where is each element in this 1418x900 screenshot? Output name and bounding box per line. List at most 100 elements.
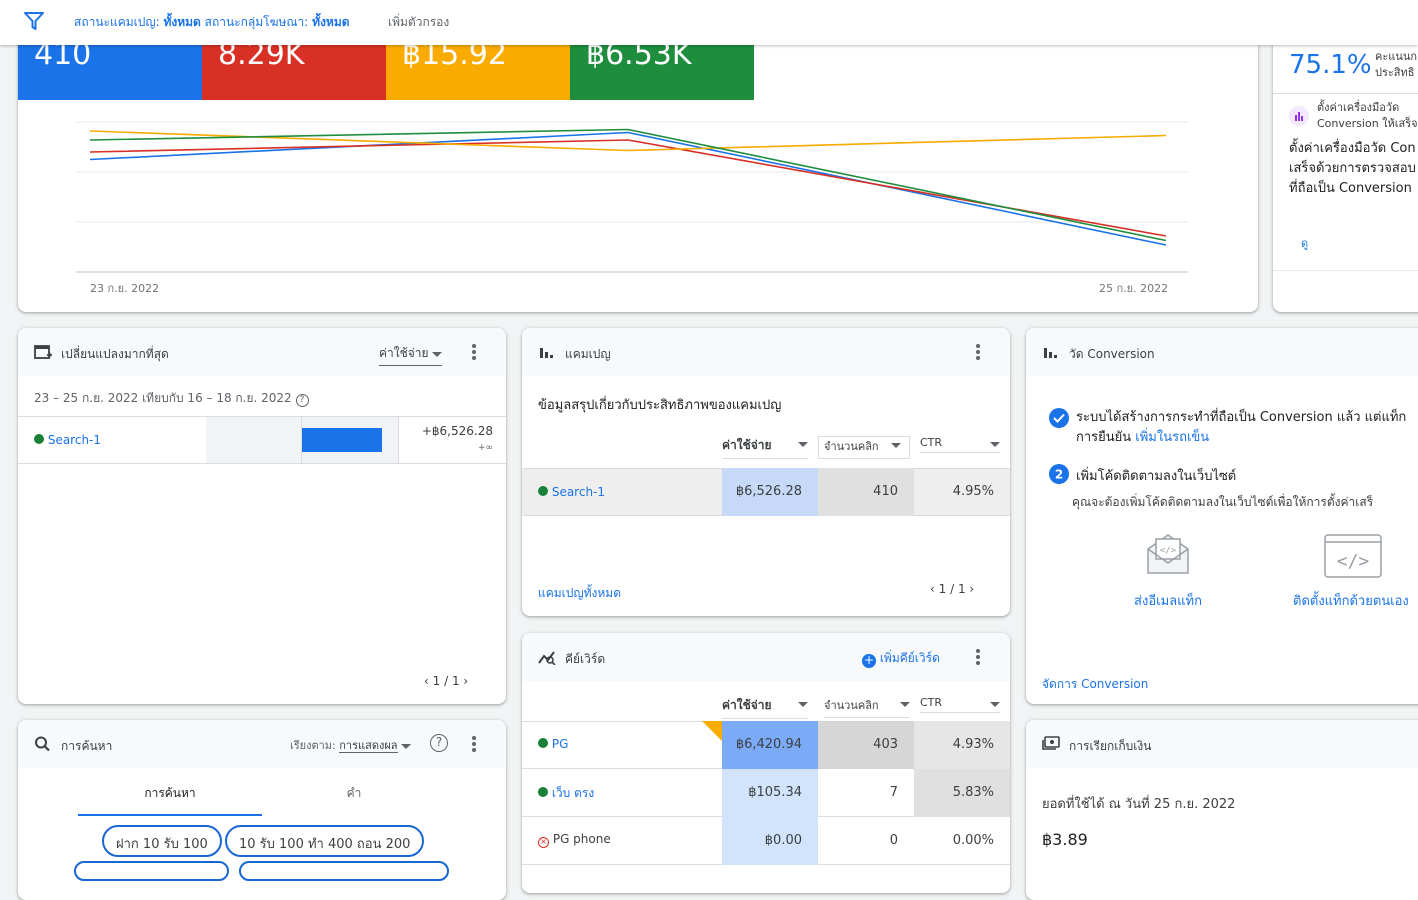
divider (18, 463, 506, 464)
card-title: การเรียกเก็บเงิน (1069, 739, 1152, 753)
prev-page-icon[interactable]: ‹ (424, 674, 429, 688)
divider (1273, 93, 1418, 94)
metric-select[interactable]: ค่าใช้จ่าย (379, 344, 443, 366)
more-options-icon[interactable] (976, 649, 980, 665)
change-row-label[interactable]: Search-1 (34, 433, 101, 447)
series-line-3 (89, 130, 1167, 152)
clicks-cell: 0 (889, 833, 898, 848)
change-bar (302, 428, 382, 452)
campaign-status-value: ทั้งหมด (163, 15, 201, 29)
sort-icon (798, 442, 808, 447)
next-page-icon[interactable]: › (463, 674, 469, 688)
campaigns-card: แคมเปญ ข้อมูลสรุปเกี่ยวกับประสิทธิภาพของ… (522, 328, 1010, 616)
series-line-1 (89, 131, 1167, 246)
cost-cell: ฿6,526.28 (722, 468, 818, 516)
step2-description: คุณจะต้องเพิ่มโค้ดติดตามลงในเว็บไซต์เพื่… (1072, 495, 1374, 509)
status-enabled-icon (34, 434, 44, 444)
column-header-clicks[interactable]: จำนวนคลิก (824, 696, 910, 718)
sort-label: เรียงตาม: (290, 739, 340, 752)
chevron-down-icon (432, 352, 443, 357)
table-row[interactable]: × PG phone ฿0.00 0 0.00% (522, 817, 1010, 865)
more-options-icon[interactable] (472, 344, 476, 360)
status-enabled-icon (538, 486, 548, 496)
campaign-link[interactable]: Search-1 (47, 433, 102, 447)
keyword-link[interactable]: เว็บ ตรง (551, 786, 595, 800)
cost-cell: ฿0.00 (722, 817, 818, 865)
keyword-trend-icon (538, 651, 556, 665)
search-term-chip[interactable]: ฝาก 10 รับ 100 (102, 825, 222, 857)
tab-words[interactable]: คำ (346, 786, 362, 800)
column-label: จำนวนคลิก (824, 699, 879, 712)
card-header: คีย์เวิร์ด + เพิ่มคีย์เวิร์ด (522, 633, 1010, 681)
x-tick-label-start: 23 ก.ย. 2022 (90, 282, 160, 295)
column-header-cost[interactable]: ค่าใช้จ่าย (722, 436, 808, 459)
summary-text: ข้อมูลสรุปเกี่ยวกับประสิทธิภาพของแคมเปญ (538, 398, 782, 413)
email-tag-link[interactable]: ส่งอีเมลแท็ก (1134, 594, 1202, 609)
available-balance-label: ยอดที่ใช้ได้ ณ วันที่ 25 ก.ย. 2022 (1042, 797, 1236, 812)
column-header-cost[interactable]: ค่าใช้จ่าย (722, 696, 808, 719)
biggest-changes-card: เปลี่ยนแปลงมากที่สุด ค่าใช้จ่าย 23 – 25 … (18, 328, 506, 704)
card-header: การค้นหา เรียงตาม: การแสดงผล ? (18, 720, 506, 768)
divider (398, 417, 399, 463)
table-row[interactable]: PG ฿6,420.94 403 4.93% (522, 721, 1010, 769)
card-header: การเรียกเก็บเงิน (1026, 720, 1418, 768)
date-range: 23 – 25 ก.ย. 2022 เทียบกับ 16 – 18 ก.ย. … (34, 389, 309, 408)
recommendation-title: ตั้งค่าเครื่องมือวัด Conversion ให้เสร็จ (1317, 100, 1418, 132)
view-recommendation-link[interactable]: ดู (1301, 237, 1309, 250)
column-header-ctr[interactable]: CTR (920, 436, 1000, 453)
card-title: การค้นหา (61, 739, 113, 753)
body-line: ที่ถือเป็น Conversion (1289, 181, 1412, 196)
keyword-link[interactable]: PG (551, 737, 569, 751)
status-enabled-icon (538, 787, 548, 797)
code-icon[interactable]: </> (1324, 534, 1384, 578)
email-tag-icon[interactable]: </> (1146, 531, 1190, 575)
campaign-link[interactable]: Search-1 (551, 485, 606, 499)
add-filter-button[interactable]: เพิ่มตัวกรอง (388, 15, 450, 29)
filter-icon[interactable] (24, 10, 44, 32)
column-header-clicks[interactable]: จำนวนคลิก (818, 436, 910, 459)
help-icon[interactable]: ? (430, 734, 448, 752)
cost-cell: ฿105.34 (722, 769, 818, 817)
step-number: 2 (1055, 468, 1063, 482)
sort-icon (990, 442, 1000, 447)
ctr-cell: 4.95% (952, 484, 994, 499)
campaign-name-cell: Search-1 (538, 485, 605, 499)
warning-corner-icon (702, 721, 722, 741)
title-line: ตั้งค่าเครื่องมือวัด (1317, 101, 1400, 114)
search-term-chip-partial[interactable] (74, 861, 229, 881)
campaign-status-label: สถานะแคมเปญ: (74, 15, 164, 29)
sort-icon (891, 443, 901, 448)
search-icon (35, 736, 50, 752)
all-campaigns-link[interactable]: แคมเปญทั้งหมด (538, 586, 621, 600)
recommendation-body: ตั้งค่าเครื่องมือวัด Con เสร็จด้วยการตรว… (1289, 139, 1416, 199)
table-row[interactable]: Search-1 ฿6,526.28 410 4.95% (522, 468, 1010, 516)
more-options-icon[interactable] (976, 344, 980, 360)
tab-searches[interactable]: การค้นหา (144, 786, 196, 800)
search-term-chip-partial[interactable] (239, 861, 449, 881)
ctr-cell: 5.83% (914, 769, 1010, 817)
manage-conversions-link[interactable]: จัดการ Conversion (1042, 677, 1149, 691)
card-header: เปลี่ยนแปลงมากที่สุด ค่าใช้จ่าย (18, 328, 506, 376)
prev-page-icon[interactable]: ‹ (930, 582, 935, 596)
pagination: ‹ 1 / 1 › (930, 582, 974, 596)
svg-text:</>: </> (1160, 546, 1177, 556)
label-line: คะแนนก (1375, 50, 1418, 63)
keyword-name-cell: เว็บ ตรง (538, 784, 594, 803)
column-header-ctr[interactable]: CTR (920, 696, 1000, 713)
help-icon[interactable]: ? (295, 394, 309, 407)
clicks-cell: 410 (818, 468, 914, 516)
next-page-icon[interactable]: › (969, 582, 975, 596)
active-filters[interactable]: สถานะแคมเปญ: ทั้งหมด สถานะกลุ่มโฆษณา: ทั… (74, 13, 350, 32)
add-to-cart-link[interactable]: เพิ่มในรถเข็น (1135, 430, 1210, 445)
chevron-down-icon (401, 744, 412, 749)
keyword-text[interactable]: PG phone (552, 832, 611, 846)
keyword-name-cell: × PG phone (538, 832, 611, 848)
install-tag-link[interactable]: ติดตั้งแท็กด้วยตนเอง (1293, 594, 1409, 609)
column-label: CTR (920, 436, 943, 449)
sort-select[interactable]: เรียงตาม: การแสดงผล (290, 736, 412, 754)
search-term-chip[interactable]: 10 รับ 100 ทำ 400 ถอน 200 (225, 825, 425, 857)
more-options-icon[interactable] (472, 736, 476, 752)
step1-line: การยืนยัน (1076, 430, 1136, 445)
table-row[interactable]: เว็บ ตรง ฿105.34 7 5.83% (522, 769, 1010, 817)
add-keywords-button[interactable]: + เพิ่มคีย์เวิร์ด (862, 649, 940, 668)
